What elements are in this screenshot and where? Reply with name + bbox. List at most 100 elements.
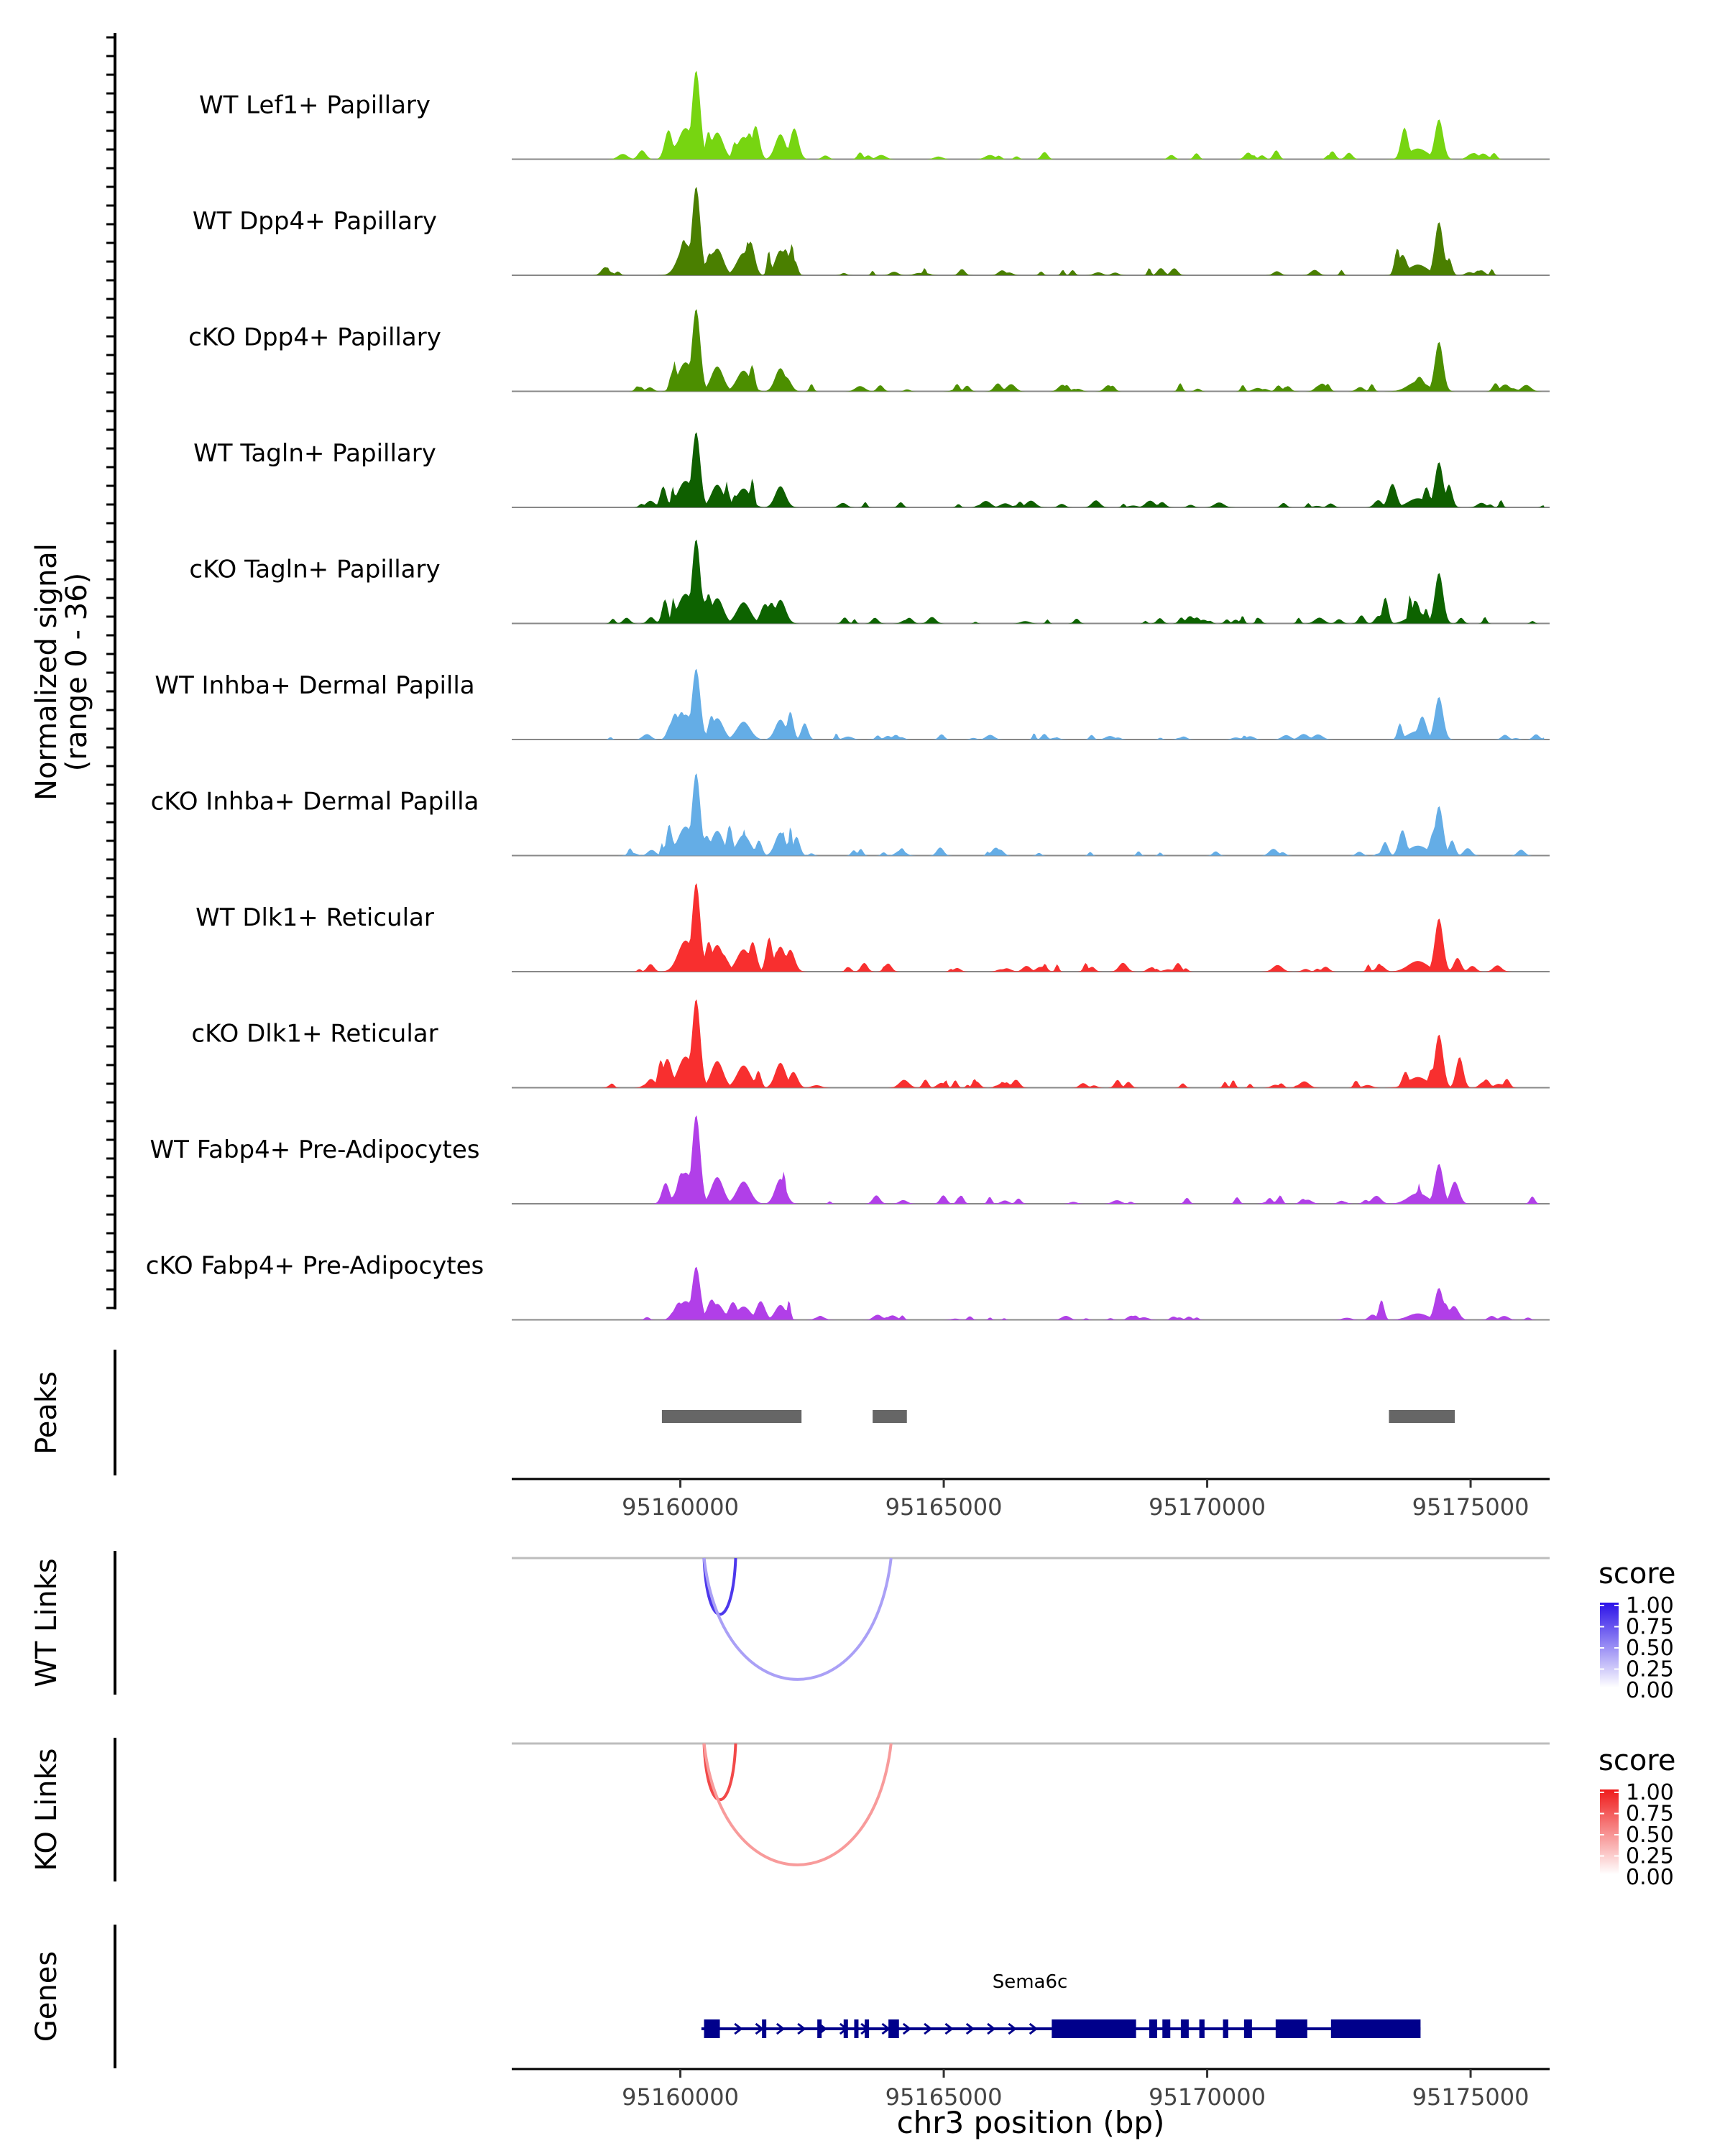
legend-tick-label: 0.25	[1626, 1844, 1674, 1869]
track-label: cKO Tagln+ Papillary	[189, 556, 440, 584]
link-arc-2	[702, 1557, 893, 1681]
peak-region-2	[873, 1410, 907, 1423]
x-axis-title: chr3 position (bp)	[897, 2105, 1165, 2140]
wt-legend-title: score	[1598, 1557, 1675, 1590]
peak-region-3	[1389, 1410, 1455, 1423]
track-4: WT Tagln+ Papillary	[193, 432, 1550, 508]
link-arc-2	[702, 1743, 893, 1866]
ko-links-panel: KO Links score 1.000.750.500.250.00	[30, 1738, 1675, 1890]
ko-legend-colorbar	[1600, 1789, 1619, 1874]
coverage-area	[590, 187, 1545, 275]
track-label: cKO Fabp4+ Pre-Adipocytes	[146, 1252, 484, 1281]
track-10: WT Fabp4+ Pre-Adipocytes	[150, 1115, 1550, 1204]
wt-legend-colorbar	[1600, 1603, 1619, 1687]
track-label: cKO Inhba+ Dermal Papilla	[151, 788, 479, 816]
strand-arrow	[1029, 2022, 1039, 2035]
ko-link-arcs	[702, 1743, 893, 1866]
x-axis-top: 95160000 95165000 95170000 95175000	[622, 1479, 1529, 1521]
gene-exon-3	[817, 2019, 822, 2038]
coverage-area	[590, 883, 1545, 972]
coverage-area	[590, 668, 1545, 740]
track-label: WT Dlk1+ Reticular	[196, 903, 434, 932]
track-label: cKO Dpp4+ Papillary	[188, 323, 441, 352]
coverage-area	[590, 773, 1545, 856]
peaks-label: Peaks	[30, 1371, 63, 1455]
x-tick-label: 95160000	[622, 1493, 739, 1521]
genes-label: Genes	[30, 1951, 63, 2042]
ko-legend-ticks: 1.000.750.500.250.00	[1600, 1780, 1674, 1890]
gene-exon-7	[888, 2019, 899, 2038]
gene-name-label: Sema6c	[993, 1971, 1068, 1993]
gene-exon-8	[1052, 2019, 1136, 2038]
wt-legend-ticks: 1.000.750.500.250.00	[1600, 1593, 1674, 1703]
strand-arrow	[965, 2022, 975, 2035]
link-arc-1	[702, 1557, 737, 1616]
track-3: cKO Dpp4+ Papillary	[188, 309, 1550, 392]
track-8: WT Dlk1+ Reticular	[196, 883, 1550, 972]
legend-tick-label: 0.00	[1626, 1865, 1674, 1890]
track-label: WT Lef1+ Papillary	[199, 91, 431, 120]
track-label: cKO Dlk1+ Reticular	[191, 1020, 438, 1049]
track-5: cKO Tagln+ Papillary	[189, 539, 1550, 625]
ko-links-label: KO Links	[30, 1749, 63, 1871]
gene-exon-16	[1330, 2019, 1421, 2038]
genes-panel: Genes Sema6c 95160000 95165000 95170000 951…	[30, 1925, 1550, 2140]
strand-arrow	[776, 2022, 786, 2035]
legend-tick-label: 0.75	[1626, 1802, 1674, 1827]
track-2: WT Dpp4+ Papillary	[193, 187, 1550, 276]
coverage-area	[590, 1115, 1545, 1204]
strand-arrow	[987, 2022, 996, 2035]
strand-arrow	[797, 2022, 806, 2035]
wt-links-label: WT Links	[30, 1558, 63, 1687]
x-tick-label: 95170000	[1149, 2083, 1266, 2111]
peaks-panel: Peaks 95160000 95165000 95170000 95175000	[30, 1350, 1550, 1521]
wt-link-arcs	[702, 1557, 893, 1681]
gene-exon-1	[704, 2019, 720, 2038]
legend-tick-label: 0.75	[1626, 1615, 1674, 1640]
ko-links-legend: score 1.000.750.500.250.00	[1598, 1744, 1675, 1890]
gene-exon-5	[854, 2019, 859, 2038]
wt-links-legend: score 1.000.750.500.250.00	[1598, 1557, 1675, 1703]
peak-regions	[661, 1410, 1455, 1423]
coverage-area	[590, 70, 1545, 160]
legend-tick-label: 1.00	[1626, 1780, 1674, 1805]
coverage-area	[590, 432, 1545, 507]
legend-tick-label: 0.50	[1626, 1823, 1674, 1848]
coverage-panel: Normalized signal (range 0 - 36) WT Lef1…	[30, 33, 1550, 1321]
gene-exon-14	[1243, 2019, 1252, 2038]
track-label: WT Dpp4+ Papillary	[193, 207, 437, 236]
coverage-y-ticks	[106, 36, 115, 1309]
gene-exon-6	[865, 2019, 870, 2038]
legend-tick-label: 0.50	[1626, 1636, 1674, 1661]
gene-exon-12	[1199, 2019, 1205, 2038]
x-tick-label: 95175000	[1412, 2083, 1530, 2111]
x-tick-label: 95175000	[1412, 1493, 1530, 1521]
strand-arrow	[944, 2022, 954, 2035]
strand-arrow	[902, 2022, 912, 2035]
coverage-area	[590, 309, 1545, 392]
x-tick-label: 95160000	[622, 2083, 739, 2111]
ko-legend-title: score	[1598, 1744, 1675, 1777]
track-7: cKO Inhba+ Dermal Papilla	[151, 773, 1550, 857]
track-9: cKO Dlk1+ Reticular	[191, 999, 1550, 1089]
x-axis-bottom: 95160000 95165000 95170000 95175000	[622, 2069, 1529, 2111]
coverage-y-label-line2: (range 0 - 36)	[60, 573, 93, 771]
legend-tick-label: 0.25	[1626, 1657, 1674, 1682]
gene-exon-2	[762, 2019, 767, 2038]
gene-exon-9	[1149, 2019, 1157, 2038]
strand-arrow	[924, 2022, 933, 2035]
wt-links-panel: WT Links score 1.000.750.500.250.00	[30, 1551, 1675, 1703]
legend-tick-label: 1.00	[1626, 1593, 1674, 1618]
peak-region-1	[661, 1410, 802, 1423]
x-tick-label: 95170000	[1149, 1493, 1266, 1521]
coverage-y-label-line1: Normalized signal	[30, 543, 63, 801]
track-1: WT Lef1+ Papillary	[199, 70, 1550, 160]
gene-exon-11	[1180, 2019, 1189, 2038]
strand-arrow	[1008, 2022, 1017, 2035]
gene-model	[701, 2019, 1421, 2038]
track-label: WT Fabp4+ Pre-Adipocytes	[150, 1135, 480, 1164]
x-tick-label: 95165000	[886, 1493, 1003, 1521]
legend-tick-label: 0.00	[1626, 1678, 1674, 1703]
coverage-area	[590, 539, 1545, 624]
gene-exon-10	[1162, 2019, 1171, 2038]
